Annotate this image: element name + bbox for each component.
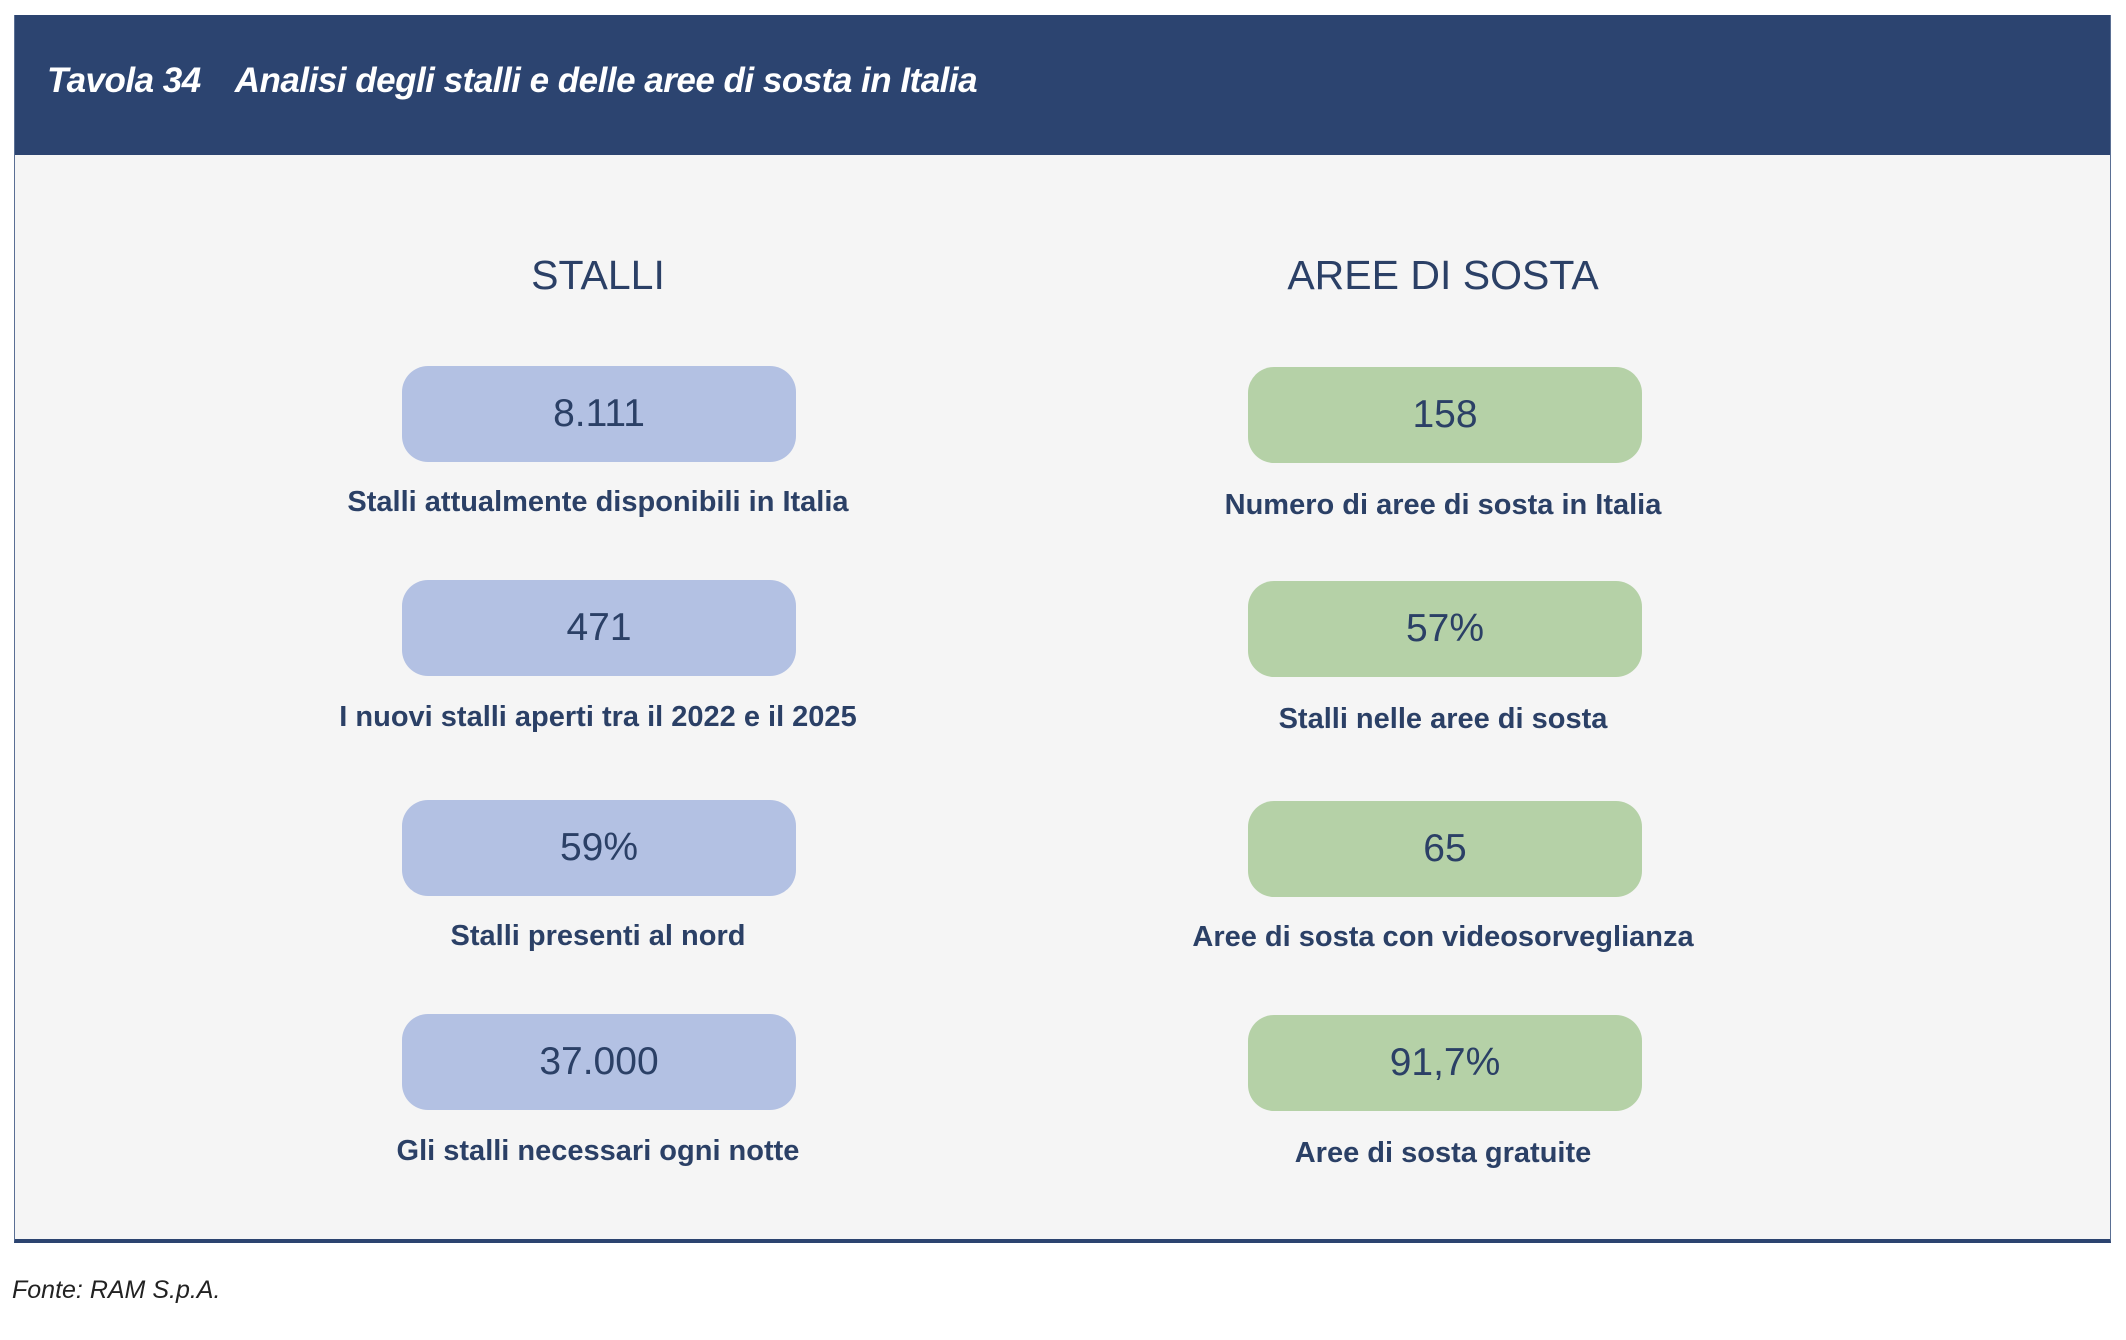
aree-value-pill: 65 [1248,801,1642,897]
stalli-value-pill: 37.000 [402,1014,796,1110]
stalli-value-pill: 59% [402,800,796,896]
table-title: Tavola 34 Analisi degli stalli e delle ar… [47,61,978,101]
stalli-heading: STALLI [531,252,665,298]
stalli-label: Gli stalli necessari ogni notte [396,1135,800,1167]
stalli-value-pill: 471 [402,580,796,676]
aree-label: Stalli nelle aree di sosta [1278,703,1608,735]
aree-label: Aree di sosta gratuite [1294,1137,1592,1169]
stalli-label: I nuovi stalli aperti tra il 2022 e il 2… [339,701,857,733]
aree-value-pill: 57% [1248,581,1642,677]
aree-label: Aree di sosta con videosorveglianza [1192,921,1694,953]
table-title-text: Analisi degli stalli e delle aree di sos… [234,61,978,100]
table-header: Tavola 34 Analisi degli stalli e delle ar… [15,15,2110,155]
aree-value-pill: 158 [1248,367,1642,463]
source-note: Fonte: RAM S.p.A. [12,1276,221,1304]
stalli-value-pill: 8.111 [402,366,796,462]
aree-label: Numero di aree di sosta in Italia [1224,489,1662,521]
table-number: Tavola 34 [47,61,201,100]
aree-value-pill: 91,7% [1248,1015,1642,1111]
stalli-label: Stalli attualmente disponibili in Italia [347,486,849,518]
table-panel: Tavola 34 Analisi degli stalli e delle ar… [14,15,2111,1243]
stalli-label: Stalli presenti al nord [450,920,746,952]
aree-heading: AREE DI SOSTA [1287,252,1599,298]
